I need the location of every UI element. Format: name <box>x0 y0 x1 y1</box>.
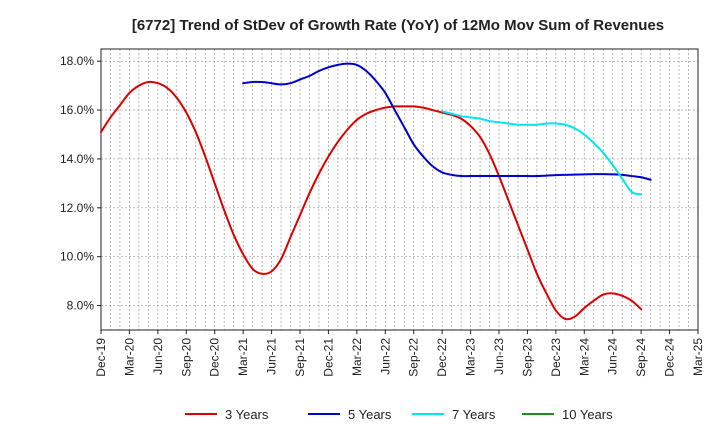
chart-title: [6772] Trend of StDev of Growth Rate (Yo… <box>132 17 664 34</box>
x-tick-label: Sep-23 <box>520 338 534 377</box>
x-tick-label: Jun-23 <box>492 338 506 375</box>
x-tick-label: Dec-24 <box>663 338 677 377</box>
grid <box>101 49 698 330</box>
series-line-5-years <box>242 62 652 181</box>
legend-label: 5 Years <box>348 407 392 422</box>
x-tick-label: Dec-20 <box>208 338 222 377</box>
x-tick-label: Sep-20 <box>179 338 193 377</box>
series-line-3-years <box>100 80 643 321</box>
x-axis: Dec-19 Mar-20 Jun-20 Sep-20 Dec-20 Mar-21 Jun-… <box>94 330 705 377</box>
series-lines <box>100 62 652 321</box>
x-tick-label: Sep-22 <box>407 338 421 377</box>
y-tick-label: 14.0% <box>60 152 94 166</box>
legend: 3 Years 5 Years 7 Years 10 Years <box>185 407 613 422</box>
x-tick-label: Sep-21 <box>293 338 307 377</box>
x-tick-label: Mar-20 <box>122 338 136 376</box>
x-tick-label: Mar-24 <box>577 338 591 376</box>
x-tick-label: Mar-22 <box>350 338 364 376</box>
y-tick-label: 10.0% <box>60 250 94 264</box>
y-axis: 8.0% 10.0% 12.0% 14.0% 16.0% 18.0% <box>60 54 101 313</box>
x-tick-label: Jun-20 <box>151 338 165 375</box>
y-tick-label: 18.0% <box>60 54 94 68</box>
plot-area <box>101 49 698 330</box>
x-tick-label: Jun-24 <box>606 338 620 375</box>
x-tick-label: Sep-24 <box>634 338 648 377</box>
legend-label: 7 Years <box>452 407 496 422</box>
x-tick-label: Jun-22 <box>378 338 392 375</box>
x-tick-label: Mar-21 <box>236 338 250 376</box>
y-tick-label: 8.0% <box>67 299 95 313</box>
legend-label: 3 Years <box>225 407 269 422</box>
x-tick-label: Mar-25 <box>691 338 705 376</box>
x-tick-label: Jun-21 <box>265 338 279 375</box>
legend-label: 10 Years <box>562 407 613 422</box>
x-tick-label: Mar-23 <box>464 338 478 376</box>
x-tick-label: Dec-21 <box>321 338 335 377</box>
x-tick-label: Dec-23 <box>549 338 563 377</box>
plot-frame <box>100 48 699 331</box>
x-tick-label: Dec-22 <box>435 338 449 377</box>
y-tick-label: 12.0% <box>60 201 94 215</box>
x-tick-label: Dec-19 <box>94 338 108 377</box>
series-line-7-years <box>441 110 643 196</box>
y-tick-label: 16.0% <box>60 103 94 117</box>
